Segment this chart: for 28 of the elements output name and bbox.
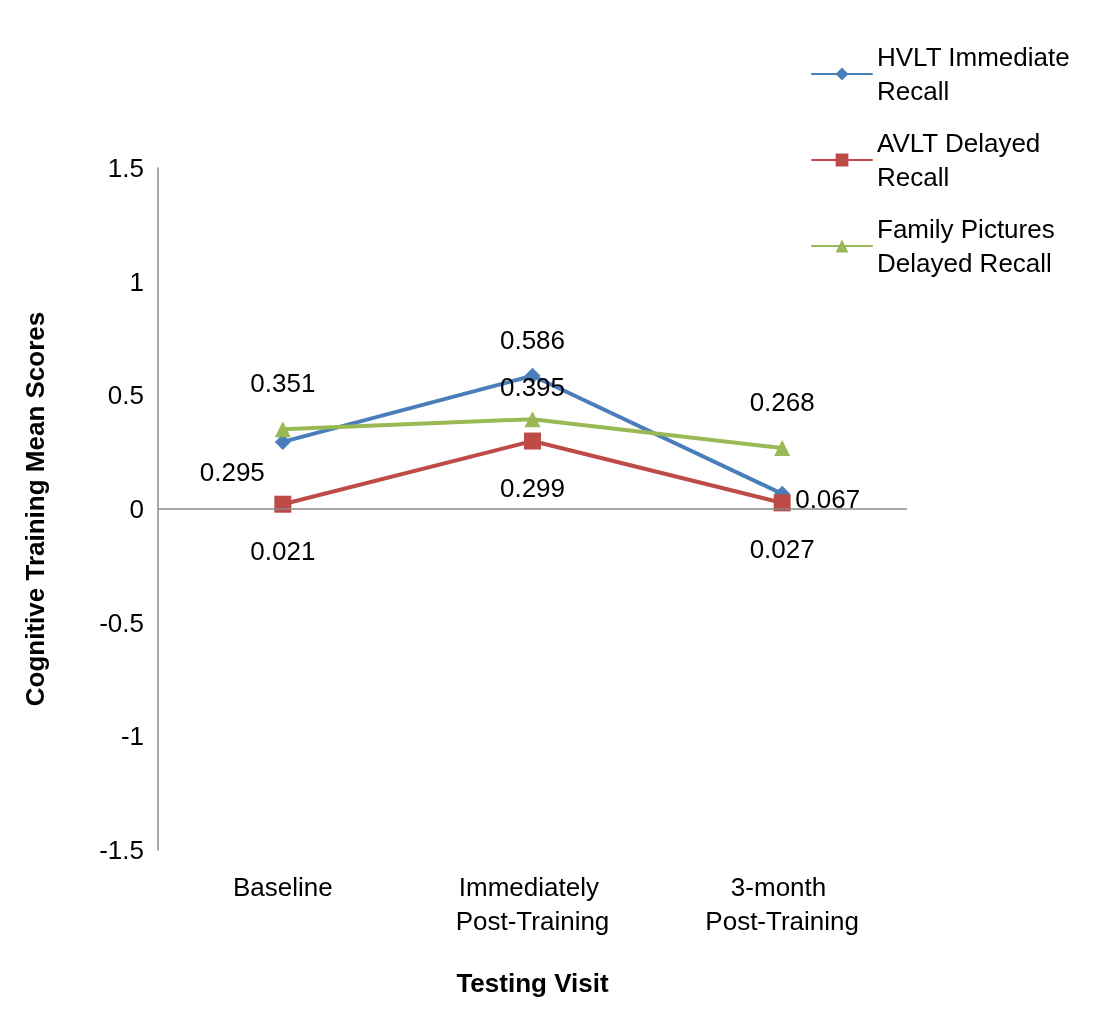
data-label: 0.586 [499, 324, 566, 355]
data-label: 0.067 [795, 483, 861, 514]
point [774, 440, 791, 457]
y-tick-label: 0 [129, 494, 144, 524]
legend-label: AVLT Delayed Recall [877, 128, 1048, 192]
x-tick-label: Baseline [232, 872, 333, 902]
point [524, 411, 541, 428]
y-tick-label: 1.5 [107, 153, 144, 183]
data-label: 0.021 [250, 535, 316, 566]
y-tick-label: 1 [129, 266, 144, 297]
point [274, 421, 291, 438]
y-tick-label: -1.5 [99, 835, 144, 865]
y-tick-label: -0.5 [99, 607, 144, 638]
data-label: 0.268 [749, 387, 815, 418]
legend-label: HVLT Immediate Recall [877, 42, 1077, 106]
x-axis-title: Testing Visit [456, 968, 609, 998]
x-tick-label: 3-month Post-Training [705, 872, 859, 936]
data-label: 0.351 [250, 368, 316, 399]
y-axis-title: Cognitive Training Mean Scores [20, 311, 50, 707]
data-label: 0.027 [749, 534, 815, 565]
data-label: 0.295 [199, 456, 265, 487]
data-label: 0.395 [499, 372, 566, 403]
x-tick-label: Immediately Post-Training [455, 872, 610, 936]
legend-label: Family Pictures Delayed Recall [877, 214, 1062, 278]
y-tick-label: -1 [120, 721, 144, 752]
point [524, 432, 541, 450]
y-tick-label: 0.5 [107, 380, 144, 411]
data-label: 0.299 [499, 472, 566, 503]
